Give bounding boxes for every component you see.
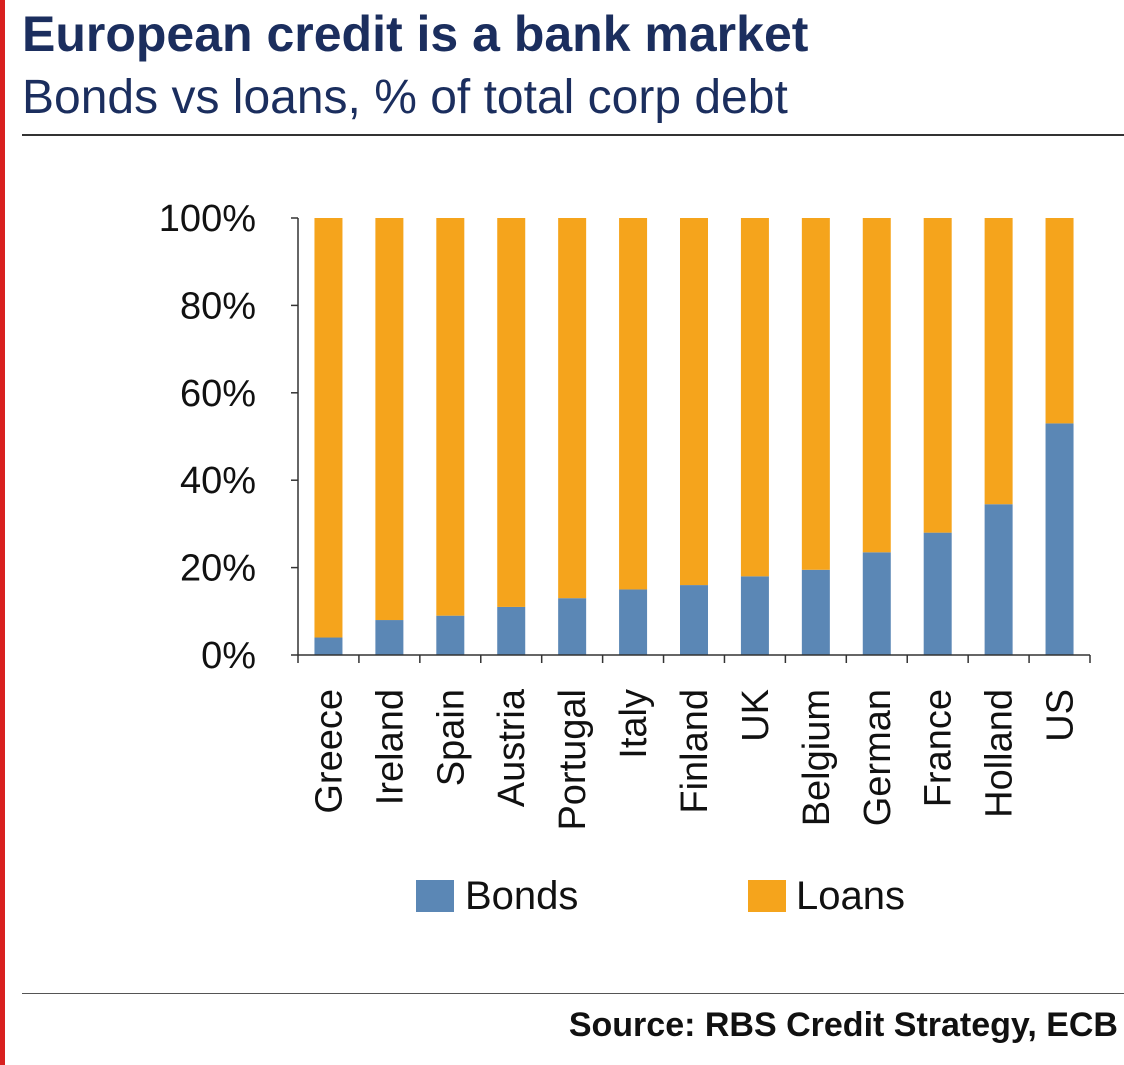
header-divider [22, 134, 1124, 136]
source-note: Source: RBS Credit Strategy, ECB [568, 1006, 1118, 1044]
chart-title: European credit is a bank market [22, 6, 809, 62]
y-tick-label: 0% [201, 635, 256, 677]
y-tick-label: 60% [180, 373, 256, 415]
legend-label-bonds: Bonds [465, 874, 578, 918]
bar-bonds-finland [680, 585, 708, 655]
bar-bonds-german [862, 552, 891, 655]
bar-loans-portugal [558, 218, 587, 599]
x-tick-label-german: German [857, 689, 899, 826]
x-tick-label-holland: Holland [979, 689, 1021, 818]
chart-subtitle: Bonds vs loans, % of total corp debt [22, 71, 788, 124]
stacked-bar-chart: 0% 20% 40% 60% 80% 100% Greece Ireland Spain Aus… [159, 198, 1091, 918]
legend-swatch-bonds [416, 880, 454, 912]
bar-loans-uk [740, 218, 769, 577]
bar-loans-spain [436, 218, 465, 616]
bar-bonds-austria [497, 606, 526, 655]
bar-loans-greece [314, 218, 343, 638]
legend-label-loans: Loans [796, 874, 905, 918]
bar-loans-austria [497, 218, 526, 607]
bar-loans-italy [619, 218, 648, 590]
x-tick-label-france: France [918, 689, 960, 807]
bar-loans-us [1045, 218, 1074, 424]
y-tick-label: 20% [180, 548, 256, 590]
bar-loans-ireland [375, 218, 404, 621]
x-tick-label-us: US [1040, 689, 1082, 742]
x-tick-label-finland: Finland [674, 689, 716, 814]
y-tick-labels: 0% 20% 40% 60% 80% 100% [159, 198, 256, 677]
x-tick-labels: Greece Ireland Spain Austria Portugal Italy Fi… [308, 688, 1081, 830]
bar-bonds-belgium [801, 569, 830, 655]
bar-bonds-us [1045, 423, 1074, 655]
y-tick-label: 100% [159, 198, 256, 240]
x-tick-label-spain: Spain [430, 689, 472, 786]
x-tick-label-ireland: Ireland [369, 689, 411, 805]
bar-bonds-ireland [375, 620, 404, 655]
bar-bonds-italy [619, 589, 648, 655]
axes-group [291, 217, 1091, 663]
x-tick-label-portugal: Portugal [552, 689, 594, 831]
x-tick-label-uk: UK [735, 689, 777, 742]
bar-loans-belgium [801, 218, 830, 570]
x-tick-label-greece: Greece [308, 689, 350, 814]
bar-loans-german [862, 218, 891, 553]
legend-swatch-loans [748, 880, 786, 912]
bar-bonds-spain [436, 615, 465, 655]
bar-bonds-holland [984, 504, 1013, 655]
bar-loans-france [923, 218, 952, 533]
bar-bonds-portugal [558, 598, 587, 655]
bar-bonds-france [923, 532, 952, 655]
y-tick-label: 40% [180, 460, 256, 502]
bar-bonds-uk [740, 576, 769, 655]
accent-bar [0, 0, 5, 1065]
y-tick-label: 80% [180, 285, 256, 327]
bar-bonds-greece [314, 637, 343, 655]
x-tick-label-italy: Italy [613, 689, 655, 759]
bar-loans-finland [680, 218, 708, 586]
bar-loans-holland [984, 218, 1013, 505]
bars-group [314, 218, 1074, 655]
footer-divider [22, 993, 1124, 994]
x-tick-label-belgium: Belgium [796, 689, 838, 826]
x-tick-label-austria: Austria [491, 688, 533, 807]
legend: Bonds Loans [416, 874, 905, 918]
